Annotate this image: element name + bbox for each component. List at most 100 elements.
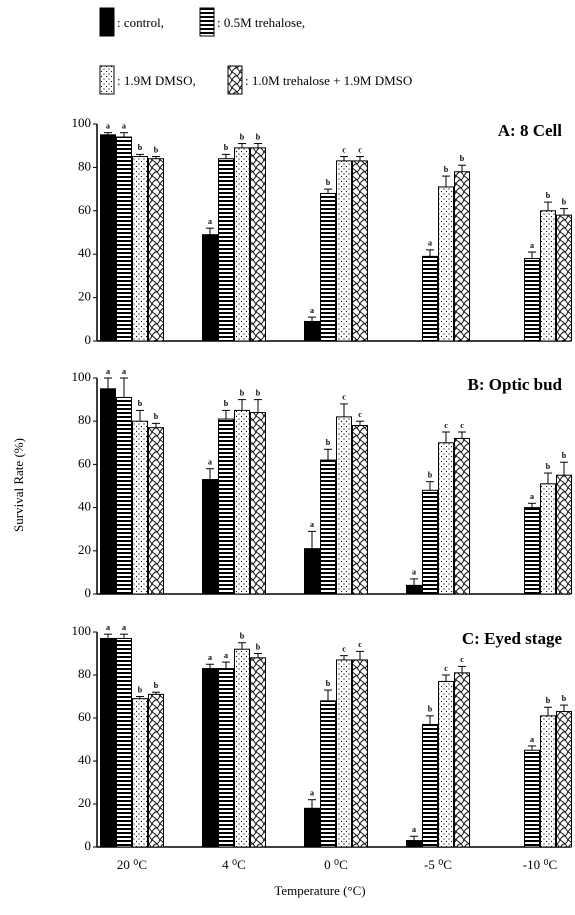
bar (438, 442, 454, 595)
significance-letter: b (460, 154, 465, 163)
y-tick-label: 80 (78, 158, 91, 173)
bar (352, 425, 368, 595)
bar (320, 700, 336, 848)
panel-title: B: Optic bud (468, 375, 563, 394)
significance-letter: c (358, 640, 362, 649)
significance-letter: a (310, 306, 314, 315)
bar (556, 474, 572, 595)
significance-letter: a (224, 651, 228, 660)
bar (422, 255, 438, 342)
bar (132, 420, 148, 595)
bar (100, 134, 116, 342)
significance-letter: b (154, 412, 159, 421)
bar (556, 711, 572, 848)
significance-letter: b (326, 438, 331, 447)
significance-letter: a (106, 623, 110, 632)
significance-letter: c (460, 421, 464, 430)
y-tick-label: 80 (78, 412, 91, 427)
bar (250, 657, 266, 848)
y-tick-label: 0 (85, 838, 92, 853)
bar (234, 648, 250, 848)
bar (524, 749, 540, 848)
significance-letter: b (428, 705, 433, 714)
bar (540, 715, 556, 848)
bar (524, 507, 540, 595)
significance-letter: a (412, 825, 416, 834)
significance-letter: a (428, 239, 432, 248)
significance-letter: b (546, 462, 551, 471)
bar (524, 258, 540, 342)
y-tick-label: 60 (78, 202, 91, 217)
significance-letter: a (122, 623, 126, 632)
significance-letter: b (138, 685, 143, 694)
significance-letter: a (208, 458, 212, 467)
y-tick-label: 80 (78, 666, 91, 681)
y-tick-label: 100 (72, 369, 92, 384)
bar (352, 659, 368, 848)
bar (336, 160, 352, 342)
bar (454, 672, 470, 848)
significance-letter: b (224, 143, 229, 152)
significance-letter: a (412, 568, 416, 577)
legend-label: : 1.9M DMSO, (117, 73, 196, 88)
bar (202, 234, 218, 342)
panel-title: A: 8 Cell (498, 121, 562, 140)
bar (218, 418, 234, 595)
significance-letter: c (460, 655, 464, 664)
bar (406, 840, 422, 848)
significance-letter: b (546, 696, 551, 705)
y-tick-label: 60 (78, 709, 91, 724)
significance-letter: b (138, 143, 143, 152)
significance-letter: a (106, 122, 110, 131)
bar (218, 158, 234, 342)
bar (352, 160, 368, 342)
significance-letter: b (326, 679, 331, 688)
significance-letter: b (240, 388, 245, 397)
bar (406, 584, 422, 595)
legend-label: : 1.0M trehalose + 1.9M DMSO (245, 73, 412, 88)
significance-letter: a (310, 520, 314, 529)
significance-letter: b (428, 471, 433, 480)
y-axis-label: Survival Rate (%) (11, 438, 26, 532)
legend-swatch (99, 7, 115, 37)
bar (304, 320, 320, 342)
significance-letter: c (444, 421, 448, 430)
bar (148, 427, 164, 595)
bar (320, 192, 336, 342)
bar (304, 548, 320, 595)
significance-letter: b (256, 132, 261, 141)
legend-label: : 0.5M trehalose, (217, 15, 305, 30)
bar (336, 416, 352, 595)
significance-letter: a (106, 367, 110, 376)
y-tick-label: 40 (78, 499, 91, 514)
significance-letter: c (342, 644, 346, 653)
significance-letter: b (154, 145, 159, 154)
bar (116, 637, 132, 848)
significance-letter: a (530, 241, 534, 250)
significance-letter: a (310, 789, 314, 798)
bar (148, 693, 164, 848)
x-axis-label: Temperature (°C) (274, 883, 365, 898)
significance-letter: a (122, 122, 126, 131)
bar (202, 668, 218, 848)
bar (438, 680, 454, 848)
significance-letter: b (256, 388, 261, 397)
y-tick-label: 100 (72, 115, 92, 130)
bar (234, 147, 250, 342)
bar (100, 637, 116, 848)
bar (116, 396, 132, 595)
legend-label: : control, (117, 15, 164, 30)
bar (218, 668, 234, 848)
significance-letter: c (342, 393, 346, 402)
significance-letter: b (444, 165, 449, 174)
bar (132, 156, 148, 342)
significance-letter: a (530, 492, 534, 501)
bar (422, 723, 438, 848)
bar (556, 214, 572, 342)
bar (234, 409, 250, 595)
x-tick-label: 20 ⁰C (117, 857, 147, 872)
significance-letter: b (326, 178, 331, 187)
bar (202, 479, 218, 595)
significance-letter: b (154, 681, 159, 690)
